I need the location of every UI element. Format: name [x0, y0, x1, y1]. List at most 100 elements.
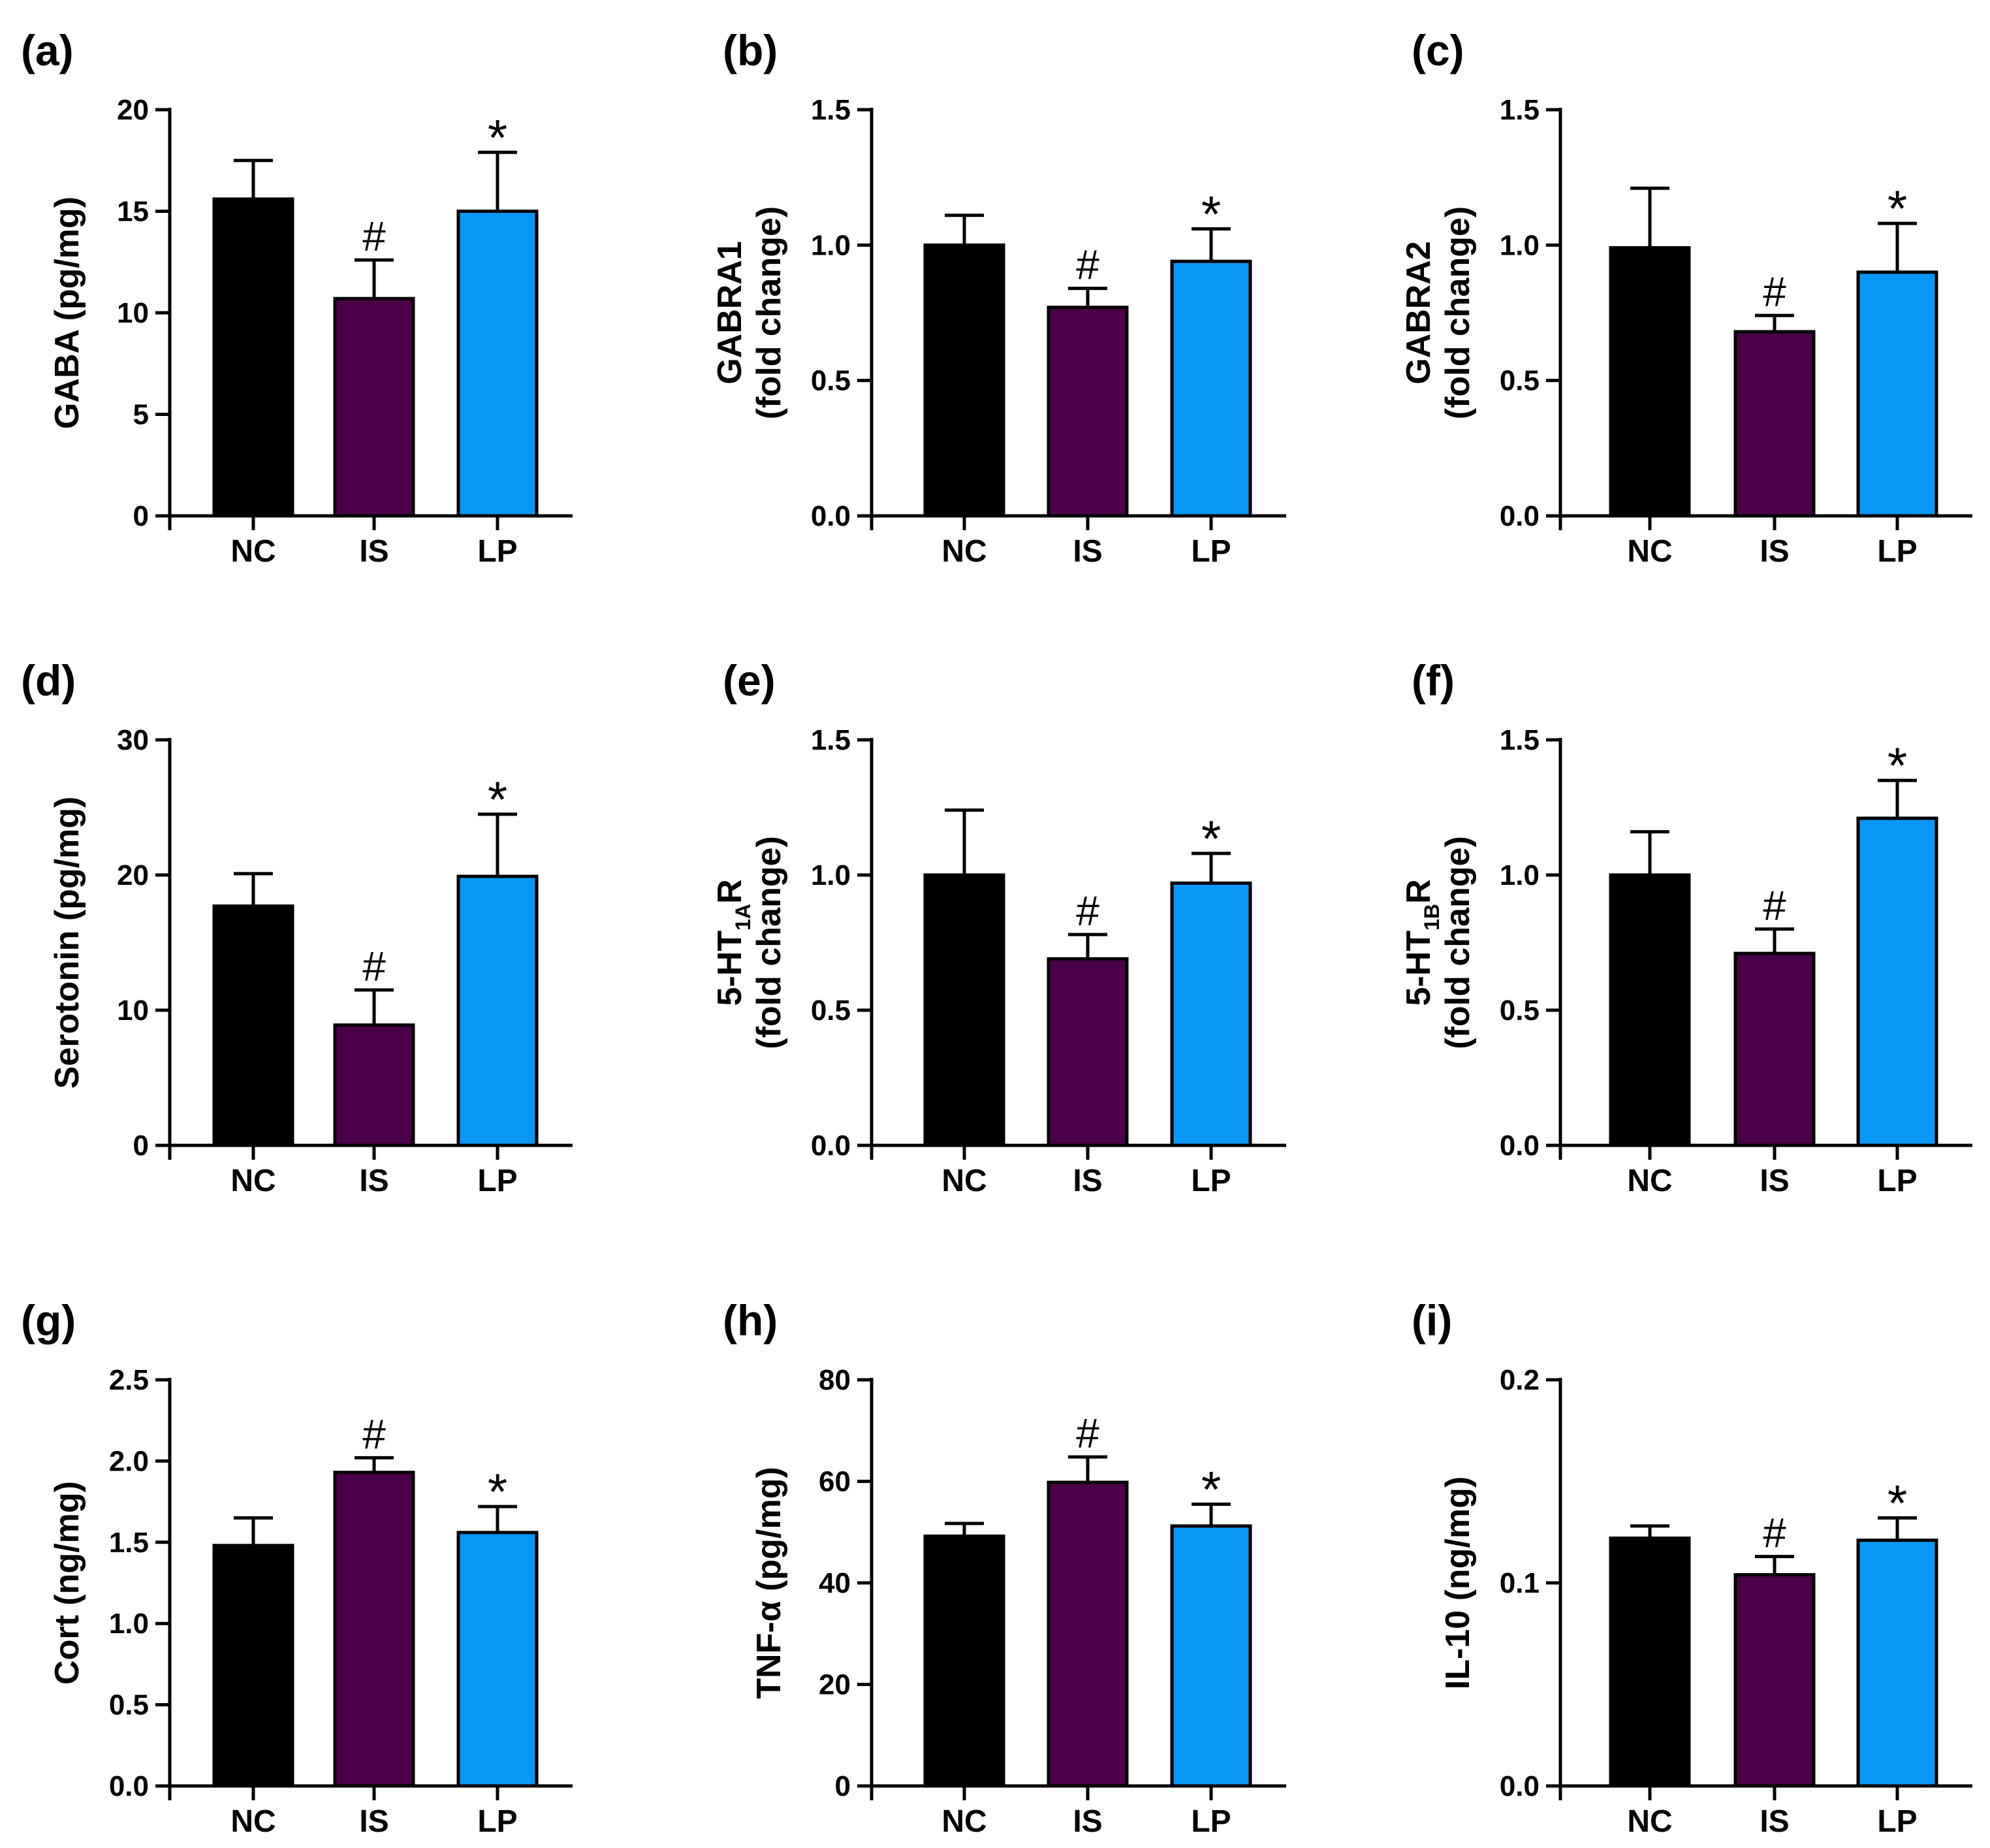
y-tick-label: 1.0: [811, 229, 851, 261]
y-tick-label: 0.5: [811, 995, 851, 1027]
y-tick-label: 20: [819, 1669, 851, 1701]
y-tick-label: 1.5: [811, 724, 851, 756]
y-tick-label: 10: [117, 297, 149, 329]
x-tick-label: NC: [230, 534, 276, 569]
bar-lp: [1856, 270, 1938, 518]
significance-hash: #: [362, 943, 386, 990]
chart-panel-b: (b) NC # IS * LP 0.0 0.5 1.0 1.5 GABRA1 (fold chang…: [711, 26, 1286, 569]
bar-lp: [1856, 1538, 1938, 1788]
y-tick-label: 2.5: [109, 1364, 149, 1396]
y-axis-label: (fold change): [1439, 836, 1477, 1049]
y-tick-label: 0: [133, 1130, 149, 1162]
significance-hash: #: [362, 213, 386, 260]
significance-hash: #: [1763, 268, 1786, 315]
x-tick-label: LP: [477, 1804, 517, 1839]
y-tick-label: 1.0: [109, 1608, 149, 1640]
bar-is: [1047, 957, 1129, 1147]
bar-nc: [212, 904, 294, 1147]
x-tick-label: IS: [1073, 1164, 1102, 1198]
panel-label: (a): [21, 26, 74, 74]
significance-hash: #: [1076, 1410, 1099, 1457]
y-tick-label: 0.2: [1500, 1364, 1540, 1396]
bar-nc: [1609, 246, 1691, 518]
bar-lp: [456, 1531, 539, 1788]
x-tick-label: LP: [1191, 534, 1231, 569]
panel-label: (f): [1412, 656, 1455, 705]
x-tick-label: NC: [941, 1164, 987, 1198]
y-tick-label: 1.0: [1500, 229, 1540, 261]
y-axis-label-subscript: 1B: [1420, 904, 1444, 931]
y-axis-label: Serotonin (pg/mg): [48, 797, 86, 1089]
x-tick-label: IS: [359, 1164, 388, 1198]
x-tick-label: LP: [1877, 1804, 1917, 1839]
y-tick-label: 20: [117, 859, 149, 891]
y-axis-label: GABA (pg/mg): [48, 197, 86, 429]
significance-star: *: [1201, 1460, 1221, 1518]
y-axis-label-main: 5-HT: [711, 931, 749, 1006]
y-tick-label: 0: [835, 1770, 851, 1802]
x-tick-label: LP: [477, 534, 517, 569]
x-tick-label: IS: [1760, 534, 1789, 569]
panel-label: (d): [21, 656, 76, 705]
y-tick-label: 0.5: [109, 1689, 149, 1721]
y-tick-label: 1.5: [811, 94, 851, 126]
significance-hash: #: [1076, 887, 1099, 934]
y-tick-label: 0.0: [811, 1130, 851, 1162]
significance-star: *: [1887, 1474, 1907, 1531]
y-axis-label: 5-HT1AR: [711, 879, 755, 1006]
significance-star: *: [488, 108, 507, 166]
significance-star: *: [1201, 185, 1221, 242]
bar-nc: [1609, 1537, 1691, 1788]
y-tick-label: 20: [117, 94, 149, 126]
y-tick-label: 0.5: [1500, 995, 1540, 1027]
y-tick-label: 1.5: [109, 1527, 149, 1559]
x-tick-label: IS: [1760, 1804, 1789, 1839]
significance-hash: #: [1763, 1510, 1786, 1557]
x-tick-label: IS: [1073, 1804, 1102, 1839]
panel-label: (g): [21, 1296, 76, 1345]
x-tick-label: IS: [359, 1804, 388, 1839]
y-axis-label: (fold change): [1439, 206, 1477, 419]
y-tick-label: 0.0: [109, 1770, 149, 1802]
x-tick-label: NC: [230, 1164, 276, 1198]
bar-is: [333, 1023, 415, 1147]
significance-star: *: [1887, 737, 1907, 794]
significance-star: *: [1201, 810, 1221, 867]
bar-is: [1733, 951, 1816, 1147]
chart-panel-d: (d) NC # IS * LP 0 10 20 30 Serotonin (pg/mg): [21, 656, 573, 1198]
x-tick-label: IS: [359, 534, 388, 569]
y-tick-label: 0.1: [1500, 1567, 1540, 1599]
y-tick-label: 1.0: [811, 859, 851, 891]
bar-nc: [923, 873, 1005, 1147]
x-tick-label: NC: [1627, 1164, 1672, 1198]
y-axis-label: 5-HT1BR: [1400, 879, 1444, 1006]
y-tick-label: 0.0: [1500, 1130, 1540, 1162]
x-tick-label: IS: [1760, 1164, 1789, 1198]
x-tick-label: NC: [1627, 534, 1672, 569]
y-tick-label: 0.5: [811, 365, 851, 397]
x-tick-label: IS: [1073, 534, 1102, 569]
y-tick-label: 2.0: [109, 1445, 149, 1477]
y-tick-label: 60: [819, 1466, 851, 1498]
y-tick-label: 15: [117, 196, 149, 228]
panel-label: (c): [1412, 26, 1464, 74]
y-axis-label: GABRA1: [711, 241, 749, 385]
x-tick-label: LP: [477, 1164, 517, 1198]
bar-lp: [1856, 816, 1938, 1147]
y-axis-label-suffix: R: [1400, 879, 1438, 904]
bar-is: [1733, 330, 1816, 518]
y-tick-label: 0.5: [1500, 365, 1540, 397]
bar-nc: [212, 197, 294, 518]
chart-panel-e: (e) NC # IS * LP 0.0 0.5 1.0 1.5 5-HT1AR (fold chan…: [711, 656, 1286, 1198]
y-tick-label: 10: [117, 995, 149, 1027]
x-tick-label: LP: [1191, 1164, 1231, 1198]
y-axis-label: TNF-α (pg/mg): [750, 1467, 788, 1698]
y-axis-label-main: 5-HT: [1400, 931, 1438, 1006]
bar-nc: [923, 243, 1005, 518]
y-tick-label: 1.5: [1500, 94, 1540, 126]
y-axis-label: (fold change): [750, 206, 788, 419]
bar-nc: [212, 1544, 294, 1788]
bar-lp: [1170, 881, 1252, 1147]
significance-star: *: [488, 771, 507, 828]
bar-lp: [1170, 1524, 1252, 1788]
